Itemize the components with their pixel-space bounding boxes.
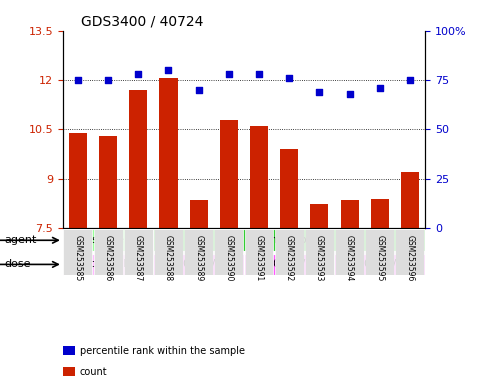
Bar [311, 204, 328, 228]
Text: 600 mg/kg: 600 mg/kg [350, 260, 410, 270]
Point [285, 75, 293, 81]
Text: 150 mg/kg: 150 mg/kg [169, 260, 228, 270]
Point [225, 71, 233, 77]
FancyBboxPatch shape [154, 229, 425, 251]
FancyBboxPatch shape [275, 229, 304, 275]
Bar [220, 119, 238, 228]
FancyBboxPatch shape [244, 253, 334, 275]
FancyBboxPatch shape [305, 229, 334, 275]
Point [165, 67, 172, 73]
Text: GSM253588: GSM253588 [164, 235, 173, 281]
FancyBboxPatch shape [365, 229, 394, 275]
Text: agent: agent [5, 235, 37, 245]
FancyBboxPatch shape [244, 229, 273, 275]
Text: GSM253587: GSM253587 [134, 235, 143, 281]
Point [104, 77, 112, 83]
Bar [371, 199, 389, 228]
Text: saline: saline [92, 235, 125, 245]
FancyBboxPatch shape [154, 253, 244, 275]
Text: GSM253586: GSM253586 [103, 235, 113, 281]
FancyBboxPatch shape [63, 229, 154, 251]
FancyBboxPatch shape [184, 229, 213, 275]
Point [195, 87, 202, 93]
Text: GSM253591: GSM253591 [255, 235, 264, 281]
Point [74, 77, 82, 83]
Point [406, 77, 414, 83]
Text: percentile rank within the sample: percentile rank within the sample [80, 346, 245, 356]
Bar [99, 136, 117, 228]
FancyBboxPatch shape [154, 229, 183, 275]
Bar [341, 200, 358, 228]
Bar [159, 78, 178, 228]
Text: 300 mg/kg: 300 mg/kg [259, 260, 319, 270]
Point [376, 85, 384, 91]
Bar [69, 133, 87, 228]
Text: dose: dose [5, 260, 31, 270]
FancyBboxPatch shape [94, 229, 123, 275]
Text: GSM253595: GSM253595 [375, 235, 384, 282]
Text: control: control [89, 260, 128, 270]
Point [255, 71, 263, 77]
Text: GSM253592: GSM253592 [284, 235, 294, 281]
FancyBboxPatch shape [335, 229, 364, 275]
Text: GSM253589: GSM253589 [194, 235, 203, 281]
Text: GSM253594: GSM253594 [345, 235, 354, 282]
FancyBboxPatch shape [334, 253, 425, 275]
Bar [189, 200, 208, 228]
Point [134, 71, 142, 77]
FancyBboxPatch shape [63, 229, 92, 275]
Text: GSM253593: GSM253593 [315, 235, 324, 282]
Text: count: count [80, 367, 107, 377]
Bar [401, 172, 419, 228]
Point [346, 91, 354, 97]
FancyBboxPatch shape [63, 253, 154, 275]
FancyBboxPatch shape [396, 229, 425, 275]
Text: GSM253585: GSM253585 [73, 235, 83, 281]
FancyBboxPatch shape [214, 229, 243, 275]
Text: cephalosporin: cephalosporin [250, 235, 328, 245]
Text: GSM253590: GSM253590 [224, 235, 233, 282]
Bar [129, 90, 147, 228]
Text: GDS3400 / 40724: GDS3400 / 40724 [81, 14, 203, 28]
Bar [250, 126, 268, 228]
Point [315, 89, 323, 95]
FancyBboxPatch shape [124, 229, 153, 275]
Text: GSM253596: GSM253596 [405, 235, 414, 282]
Bar [280, 149, 298, 228]
